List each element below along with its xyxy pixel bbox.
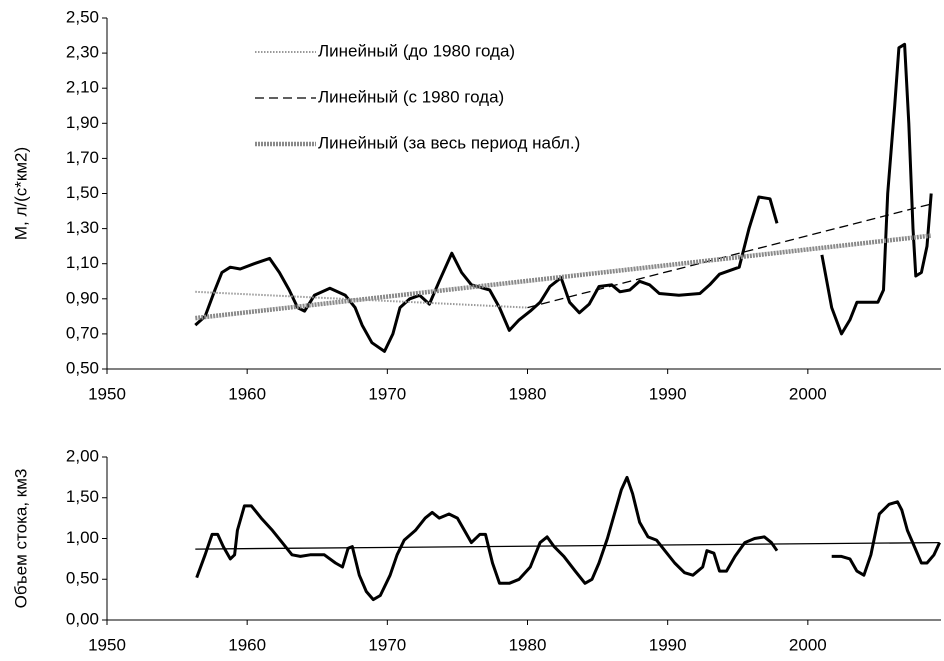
legend-label: Линейный (с 1980 года) bbox=[318, 87, 504, 106]
legend-label: Линейный (за весь период набл.) bbox=[318, 133, 580, 152]
y-tick-label: 0,50 bbox=[66, 358, 99, 377]
x-tick-label: 2000 bbox=[789, 384, 827, 403]
series-line bbox=[195, 290, 528, 309]
y-tick-label: 1,70 bbox=[66, 148, 99, 167]
series-line bbox=[195, 541, 940, 550]
y-tick-label: 2,30 bbox=[66, 43, 99, 62]
x-tick-label: 1970 bbox=[368, 635, 406, 654]
y-tick-label: 1,50 bbox=[66, 487, 99, 506]
y-tick-label: 0,90 bbox=[66, 288, 99, 307]
y-tick-label: 2,50 bbox=[66, 7, 99, 26]
x-tick-label: 1950 bbox=[88, 384, 126, 403]
y-axis-label: Объем стока, км3 bbox=[11, 469, 30, 609]
y-tick-label: 0,70 bbox=[66, 323, 99, 342]
x-tick-label: 1960 bbox=[228, 635, 266, 654]
y-tick-label: 2,00 bbox=[66, 446, 99, 465]
y-tick-label: 1,50 bbox=[66, 183, 99, 202]
y-tick-label: 2,10 bbox=[66, 78, 99, 97]
y-tick-label: 1,90 bbox=[66, 113, 99, 132]
x-tick-label: 1980 bbox=[509, 635, 547, 654]
series-line bbox=[527, 203, 932, 309]
x-tick-label: 2000 bbox=[789, 635, 827, 654]
series-line bbox=[195, 233, 932, 321]
x-tick-label: 1960 bbox=[228, 384, 266, 403]
y-tick-label: 1,00 bbox=[66, 528, 99, 547]
y-tick-label: 1,10 bbox=[66, 253, 99, 272]
x-tick-label: 1980 bbox=[509, 384, 547, 403]
x-tick-label: 1990 bbox=[649, 635, 687, 654]
y-tick-label: 0,50 bbox=[66, 569, 99, 588]
x-tick-label: 1990 bbox=[649, 384, 687, 403]
x-tick-label: 1970 bbox=[368, 384, 406, 403]
y-axis-label: М, л/(с*км2) bbox=[11, 147, 30, 240]
legend-label: Линейный (до 1980 года) bbox=[318, 41, 515, 60]
series-line bbox=[195, 475, 941, 602]
y-tick-label: 1,30 bbox=[66, 218, 99, 237]
y-tick-label: 0,00 bbox=[66, 609, 99, 628]
x-tick-label: 1950 bbox=[88, 635, 126, 654]
